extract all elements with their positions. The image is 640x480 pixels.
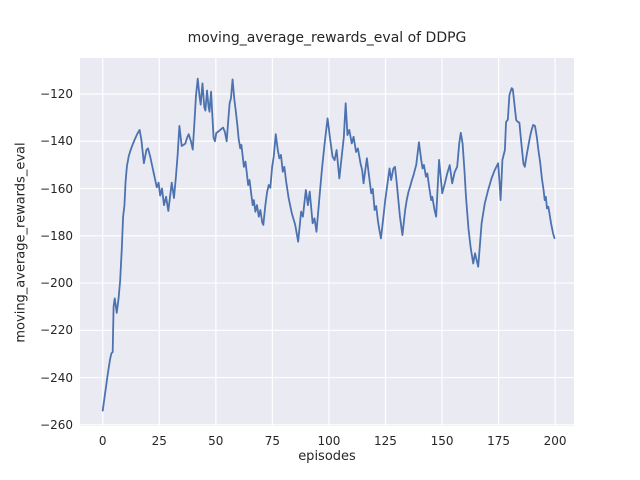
chart-title: moving_average_rewards_eval of DDPG [187,30,467,46]
y-tick-label: −200 [40,276,73,291]
y-tick-label: −140 [40,134,73,149]
y-tick-label: −240 [40,370,73,385]
y-axis-label: moving_average_rewards_eval [13,142,29,343]
x-tick-label: 50 [208,434,224,448]
plot-background [80,58,574,426]
x-tick-label: 75 [264,434,281,448]
x-tick-label: 0 [98,434,107,448]
x-tick-label: 25 [151,434,167,448]
plot-area [80,58,574,426]
y-tick-label: −220 [40,323,73,338]
x-tick-label: 100 [317,434,341,448]
x-tick-label: 125 [374,434,397,448]
y-tick-label: −160 [40,181,73,196]
reward-curve-line [101,77,556,412]
x-tick-label: 150 [430,434,454,448]
y-tick-label: −120 [40,87,73,102]
y-tick-label: −260 [40,417,73,432]
x-tick-label: 200 [543,434,567,448]
line-plot-svg [80,58,574,426]
x-tick-label: 175 [487,434,511,448]
y-tick-label: −180 [40,228,73,243]
x-axis-label: episodes [298,449,356,464]
